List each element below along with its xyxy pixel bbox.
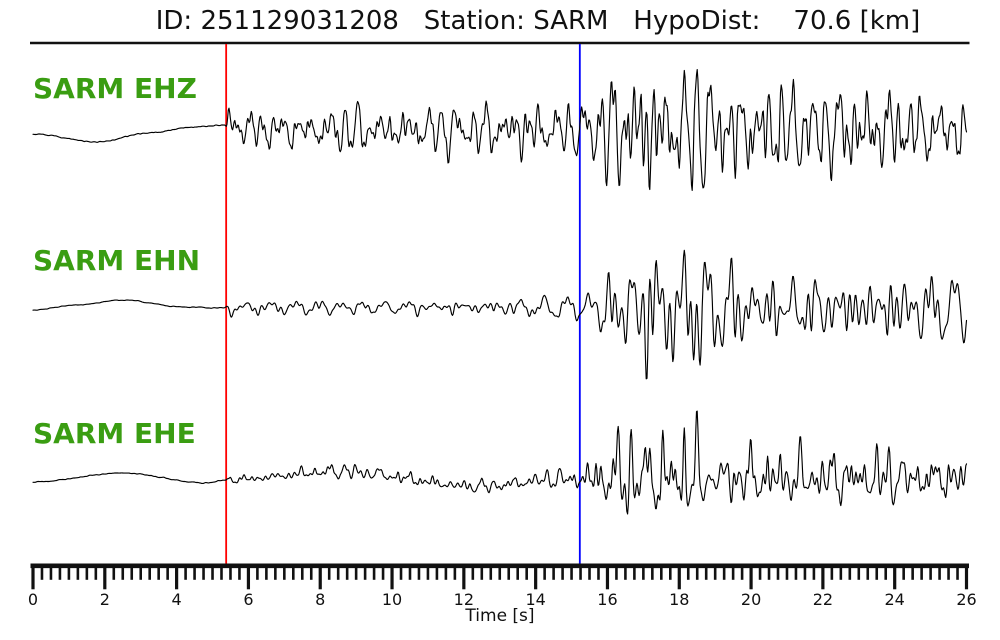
tick-label: 24 [885,590,905,609]
trace-path-ehe [32,410,968,515]
trace-label-ehe: SARM EHE [33,417,196,450]
tick-label: 26 [956,590,976,609]
tick-label: 0 [28,590,38,609]
tick-label: 2 [100,590,110,609]
tick-label: 20 [741,590,761,609]
tick-label: 12 [454,590,474,609]
trace-path-ehz [32,69,968,191]
tick-label: 22 [813,590,833,609]
tick-label: 8 [315,590,325,609]
trace-label-ehz: SARM EHZ [33,72,197,105]
x-axis-label: Time [s] [465,606,535,626]
figure-title: ID: 251129031208 Station: SARM HypoDist:… [155,6,921,36]
time-axis: 0 2 4 6 8 10 12 14 16 18 20 22 24 26 [28,563,977,609]
trace-label-ehn: SARM EHN [33,244,201,277]
waveform-traces [32,69,968,515]
tick-label: 6 [243,590,253,609]
tick-label: 4 [172,590,182,609]
tick-label: 10 [382,590,402,609]
trace-path-ehn [32,249,968,380]
tick-label: 14 [525,590,545,609]
tick-label: 16 [597,590,617,609]
tick-label: 18 [669,590,689,609]
